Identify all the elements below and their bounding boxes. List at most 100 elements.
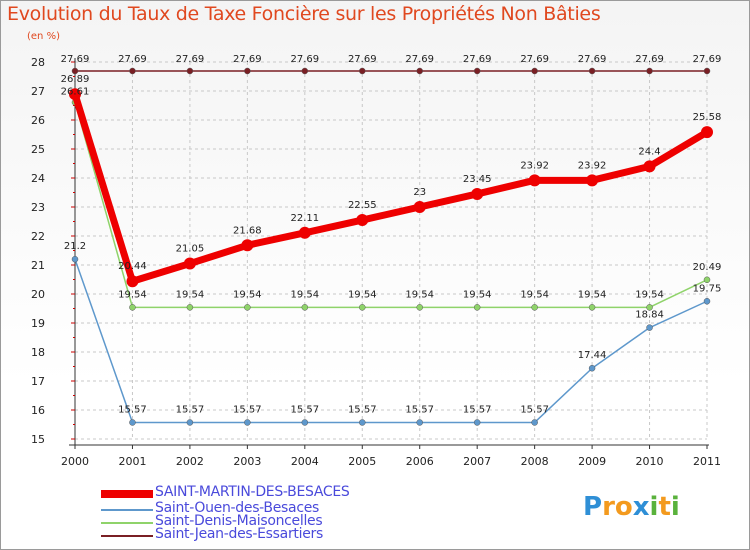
data-label: 19.54 [233, 289, 262, 300]
series [69, 67, 713, 426]
y-tick-label: 18 [31, 346, 45, 359]
logo-letter: i [649, 492, 659, 522]
data-point [186, 304, 194, 311]
data-point [186, 419, 194, 426]
data-point [473, 419, 481, 426]
data-label: 20.44 [118, 261, 147, 272]
series-line [74, 258, 708, 424]
data-label: 27.69 [405, 54, 434, 65]
data-point [244, 419, 251, 426]
legend-label: SAINT-MARTIN-DES-BESACES [155, 484, 350, 500]
data-point [528, 174, 541, 187]
y-tick-label: 24 [31, 172, 45, 185]
data-label: 15.57 [520, 404, 549, 415]
data-point [129, 419, 136, 426]
data-label: 19.54 [463, 289, 492, 300]
data-point [359, 67, 366, 75]
logo-letter: P [583, 492, 603, 522]
legend-swatch [101, 521, 153, 524]
data-label: 19.54 [578, 289, 607, 300]
data-point [473, 67, 481, 75]
logo-letter: o [614, 492, 633, 522]
data-point [241, 239, 254, 252]
data-point [471, 187, 484, 200]
x-tick-label: 2004 [291, 455, 319, 468]
legend-label: Saint-Denis-Maisoncelles [155, 513, 323, 529]
legend-swatch [101, 534, 153, 537]
data-labels: 27.69 27.69 27.69 27.69 27.69 27.69 27.69 27.69… [61, 54, 722, 415]
chart-title: Evolution du Taux de Taxe Foncière sur l… [7, 3, 601, 25]
y-tick-label: 23 [31, 201, 45, 214]
logo-letter: i [670, 492, 680, 522]
data-label: 15.57 [463, 404, 492, 415]
series-line [71, 93, 709, 285]
data-point [416, 67, 423, 75]
data-label: 27.69 [233, 54, 262, 65]
y-tick-label: 28 [31, 56, 45, 69]
data-label: 19.54 [118, 289, 147, 300]
data-point [244, 304, 251, 311]
line-chart: 15 16 17 18 19 20 21 22 23 24 25 26 27 28 2000 2001 2002… [31, 54, 722, 468]
data-point [531, 67, 538, 75]
data-point [646, 67, 653, 75]
x-tick-label: 2001 [118, 455, 146, 468]
y-tick-label: 26 [31, 114, 45, 127]
data-label: 21.05 [176, 244, 205, 255]
data-point [586, 174, 599, 187]
grid [74, 61, 708, 440]
data-label: 27.69 [693, 54, 722, 65]
data-label: 15.57 [176, 404, 205, 415]
data-label: 19.54 [348, 289, 377, 300]
data-point [301, 419, 309, 426]
logo-letter: t [658, 492, 671, 522]
data-point [588, 304, 596, 311]
data-label: 15.57 [118, 404, 147, 415]
x-tick-label: 2006 [406, 455, 434, 468]
x-tick-label: 2007 [463, 455, 491, 468]
data-label: 15.57 [348, 404, 377, 415]
y-tick-label: 27 [31, 85, 45, 98]
data-point [646, 324, 653, 331]
data-point [186, 67, 194, 75]
data-point [588, 364, 596, 372]
y-tick-label: 19 [31, 317, 45, 330]
y-tick-label: 20 [31, 288, 45, 301]
x-tick-label: 2010 [636, 455, 664, 468]
data-point [359, 304, 366, 311]
data-point [413, 201, 426, 213]
x-tick-label: 2005 [348, 455, 376, 468]
x-tick-label: 2002 [176, 455, 204, 468]
data-point [301, 304, 309, 311]
data-label: 27.69 [176, 54, 205, 65]
data-label: 19.54 [405, 289, 434, 300]
data-label: 27.69 [463, 54, 492, 65]
data-point [129, 67, 136, 75]
data-label: 15.57 [290, 404, 319, 415]
data-point [646, 304, 653, 311]
data-point [531, 304, 538, 311]
data-label: 24.4 [638, 146, 660, 157]
y-axis-unit: (en %) [27, 31, 60, 42]
data-point [473, 304, 481, 311]
data-label: 22.11 [290, 213, 319, 224]
data-label: 27.69 [635, 54, 664, 65]
x-tick-label: 2009 [578, 455, 606, 468]
data-label: 15.57 [405, 404, 434, 415]
legend-swatch [101, 490, 153, 498]
data-label: 21.2 [64, 241, 86, 252]
data-point [69, 88, 81, 101]
data-label: 27.69 [520, 54, 549, 65]
axes: 15 16 17 18 19 20 21 22 23 24 25 26 27 28 2000 2001 2002… [31, 56, 721, 468]
series-line [74, 102, 708, 309]
data-point [71, 67, 79, 75]
data-label: 15.57 [233, 404, 262, 415]
logo-letter: r [602, 492, 615, 522]
x-tick-label: 2011 [693, 455, 721, 468]
data-label: 23 [413, 187, 426, 198]
data-label: 21.68 [233, 225, 262, 236]
data-point [126, 275, 139, 288]
data-label: 18.84 [635, 310, 664, 321]
x-tick-label: 2003 [233, 455, 261, 468]
data-label: 19.54 [290, 289, 319, 300]
